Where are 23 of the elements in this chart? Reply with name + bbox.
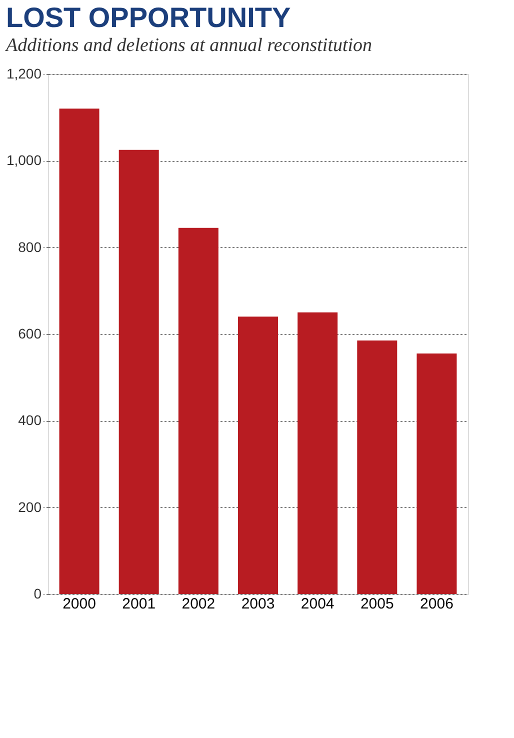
y-tick-label: 200 — [18, 498, 42, 515]
chart-title: LOST OPPORTUNITY — [6, 2, 291, 33]
x-tick-label: 2003 — [241, 596, 275, 612]
y-tick-label: 800 — [18, 238, 42, 255]
y-tick-label: 1,200 — [6, 66, 42, 82]
y-tick-label: 400 — [18, 412, 42, 428]
bar — [298, 312, 338, 594]
bar — [357, 340, 398, 594]
x-tick-label: 2005 — [360, 596, 394, 612]
x-tick-label: 2000 — [62, 596, 96, 612]
x-tick-label: 2004 — [300, 596, 334, 612]
y-tick-label: 600 — [18, 326, 42, 342]
y-tick-label: 0 — [34, 586, 42, 602]
bar — [416, 354, 457, 594]
bar — [178, 228, 218, 594]
bar — [59, 108, 100, 594]
x-tick-label: 2006 — [420, 596, 454, 612]
x-tick-label: 2001 — [122, 596, 156, 612]
chart-subtitle: Additions and deletions at annual reconstitution — [4, 35, 372, 56]
bar — [118, 150, 159, 594]
x-tick-label: 2002 — [182, 596, 216, 612]
bar — [238, 316, 278, 594]
y-tick-label: 1,000 — [6, 152, 42, 168]
